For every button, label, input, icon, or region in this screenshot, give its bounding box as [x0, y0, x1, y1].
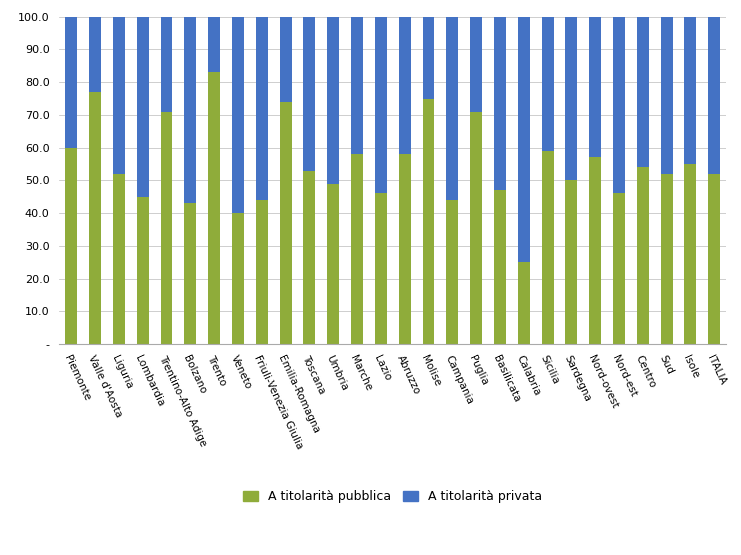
Bar — [375, 17, 387, 194]
Bar — [589, 158, 601, 344]
Bar — [613, 17, 625, 194]
Bar — [446, 200, 458, 344]
Bar — [422, 17, 434, 98]
Bar — [685, 17, 697, 164]
Bar — [470, 17, 482, 112]
Bar — [136, 196, 149, 344]
Bar — [589, 17, 601, 158]
Bar — [685, 164, 697, 344]
Bar — [161, 112, 173, 344]
Bar — [328, 184, 339, 344]
Bar — [208, 72, 220, 344]
Bar — [351, 154, 363, 344]
Bar — [89, 17, 101, 92]
Bar — [208, 17, 220, 72]
Bar — [542, 151, 554, 344]
Bar — [661, 17, 673, 174]
Bar — [422, 98, 434, 344]
Bar — [637, 167, 649, 344]
Bar — [65, 17, 77, 148]
Bar — [279, 102, 291, 344]
Bar — [89, 92, 101, 344]
Bar — [518, 262, 530, 344]
Bar — [303, 17, 316, 170]
Bar — [185, 17, 196, 203]
Bar — [232, 17, 244, 213]
Bar — [65, 148, 77, 344]
Bar — [613, 194, 625, 344]
Bar — [399, 17, 411, 154]
Bar — [708, 17, 720, 174]
Bar — [279, 17, 291, 102]
Bar — [518, 17, 530, 262]
Bar — [446, 17, 458, 200]
Bar — [375, 194, 387, 344]
Bar — [113, 174, 124, 344]
Bar — [351, 17, 363, 154]
Bar — [708, 174, 720, 344]
Bar — [136, 17, 149, 196]
Bar — [494, 190, 506, 344]
Bar — [328, 17, 339, 184]
Bar — [399, 154, 411, 344]
Bar — [185, 203, 196, 344]
Bar — [470, 112, 482, 344]
Bar — [565, 17, 577, 180]
Bar — [161, 17, 173, 112]
Bar — [637, 17, 649, 167]
Bar — [256, 200, 268, 344]
Bar — [542, 17, 554, 151]
Bar — [113, 17, 124, 174]
Bar — [232, 213, 244, 344]
Bar — [565, 180, 577, 344]
Legend: A titolarità pubblica, A titolarità privata: A titolarità pubblica, A titolarità priv… — [238, 485, 548, 508]
Bar — [303, 170, 316, 344]
Bar — [661, 174, 673, 344]
Bar — [256, 17, 268, 200]
Bar — [494, 17, 506, 190]
